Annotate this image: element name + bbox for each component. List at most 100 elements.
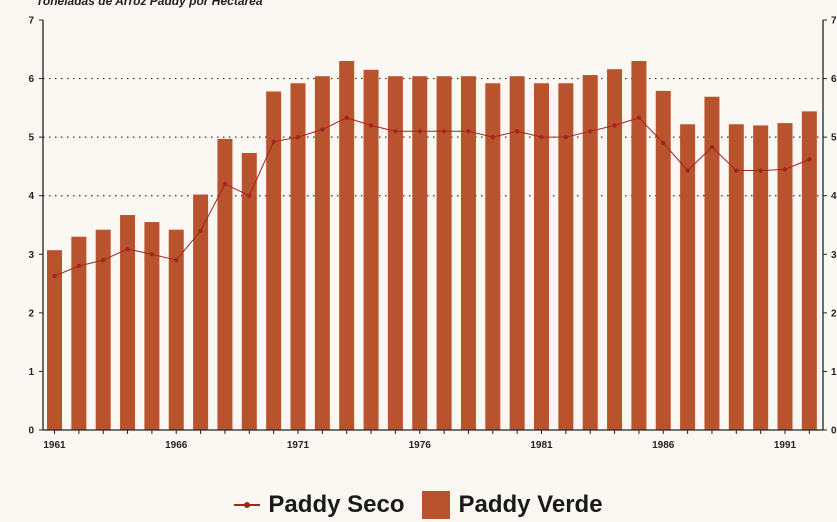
paddy-seco-point xyxy=(295,134,301,140)
bar xyxy=(801,111,817,430)
bar xyxy=(558,83,574,430)
y-tick-label: 5 xyxy=(28,133,34,144)
paddy-seco-point xyxy=(466,129,471,134)
bar xyxy=(607,69,623,430)
paddy-seco-point xyxy=(612,123,617,128)
paddy-seco-point xyxy=(807,157,812,162)
y-tick-label: 4 xyxy=(28,191,34,202)
legend-item-verde: Paddy Verde xyxy=(422,491,603,519)
legend-line-marker xyxy=(234,502,261,508)
bar xyxy=(168,229,184,430)
bar xyxy=(71,236,87,430)
bar xyxy=(266,91,282,430)
x-tick-label: 1961 xyxy=(43,440,66,451)
line-series xyxy=(52,115,812,279)
bar xyxy=(217,138,233,430)
paddy-seco-point xyxy=(417,129,422,134)
paddy-seco-point xyxy=(393,129,398,134)
legend: Paddy Seco Paddy Verde xyxy=(0,488,837,522)
bar xyxy=(95,229,111,430)
y-tick-label: 0 xyxy=(28,426,34,437)
paddy-seco-point xyxy=(685,168,690,173)
bar xyxy=(241,152,257,430)
paddy-seco-point xyxy=(271,139,276,145)
legend-item-seco: Paddy Seco xyxy=(234,491,404,519)
paddy-seco-point xyxy=(539,134,544,140)
y-tick-label: 1 xyxy=(831,367,837,378)
bar xyxy=(728,124,744,430)
paddy-seco-point xyxy=(174,257,179,263)
chart-title: Toneladas de Arroz Paddy por Hectárea xyxy=(36,0,263,8)
x-tick-label: 1971 xyxy=(287,440,310,451)
y-axis-left: 0 1 2 3 4 5 6 7 xyxy=(28,16,43,437)
paddy-seco-point xyxy=(76,263,82,269)
y-tick-label: 5 xyxy=(831,133,837,144)
y-tick-label: 7 xyxy=(831,16,837,27)
y-tick-label: 6 xyxy=(28,74,34,85)
bar xyxy=(314,76,330,430)
paddy-seco-point xyxy=(368,123,374,128)
x-tick-label: 1991 xyxy=(774,440,797,451)
paddy-seco-point xyxy=(661,140,666,146)
bar xyxy=(436,76,452,430)
legend-box-marker xyxy=(422,491,451,519)
paddy-seco-point xyxy=(782,167,788,172)
bar xyxy=(144,222,160,430)
paddy-seco-point xyxy=(320,127,325,132)
paddy-seco-point xyxy=(734,168,739,173)
y-tick-label: 4 xyxy=(831,191,837,202)
paddy-seco-point xyxy=(149,252,155,257)
paddy-seco-point xyxy=(222,181,228,187)
bar xyxy=(582,75,598,431)
paddy-seco-point xyxy=(247,193,252,198)
paddy-seco-point xyxy=(198,228,203,234)
bar xyxy=(363,69,379,431)
y-tick-label: 2 xyxy=(28,308,34,319)
bar xyxy=(47,250,62,430)
bar xyxy=(412,76,428,430)
bar xyxy=(631,61,647,430)
x-axis: 1961 1966 1971 1976 1981 1986 1991 xyxy=(43,430,810,451)
bar xyxy=(290,83,306,430)
y-tick-label: 6 xyxy=(831,74,837,85)
bar xyxy=(753,125,769,430)
y-axis-right: 0 1 2 3 4 5 6 7 xyxy=(823,16,837,437)
paddy-seco-point xyxy=(490,134,495,140)
bar xyxy=(460,76,476,430)
bars xyxy=(47,61,817,431)
paddy-seco-point xyxy=(52,273,57,279)
paddy-seco-point xyxy=(101,257,106,263)
bar xyxy=(680,124,696,430)
x-tick-label: 1976 xyxy=(409,440,432,451)
grid xyxy=(43,77,823,197)
paddy-seco-point xyxy=(636,115,642,121)
bar xyxy=(777,123,793,430)
axes xyxy=(42,20,824,431)
bar xyxy=(387,76,403,430)
legend-label-verde: Paddy Verde xyxy=(458,491,603,518)
paddy-seco-point xyxy=(441,129,447,134)
paddy-seco-point xyxy=(563,134,569,140)
bar xyxy=(120,215,136,430)
x-tick-label: 1966 xyxy=(165,440,188,451)
y-tick-label: 3 xyxy=(28,250,34,261)
y-tick-label: 7 xyxy=(28,16,34,27)
paddy-seco-point xyxy=(125,246,130,252)
bar xyxy=(509,76,525,430)
bar xyxy=(655,90,671,430)
y-tick-label: 3 xyxy=(831,250,837,261)
bar xyxy=(534,83,549,430)
paddy-seco-point xyxy=(588,129,593,134)
x-tick-label: 1981 xyxy=(530,440,553,451)
paddy-seco-point xyxy=(514,129,520,134)
bar xyxy=(485,83,501,430)
paddy-seco-line xyxy=(54,117,810,277)
y-tick-label: 0 xyxy=(831,426,837,437)
bar xyxy=(193,194,209,430)
legend-label-seco: Paddy Seco xyxy=(268,491,405,518)
x-tick-label: 1986 xyxy=(652,440,675,451)
paddy-seco-point xyxy=(709,144,715,150)
bar xyxy=(339,61,355,430)
paddy-seco-point xyxy=(344,115,349,121)
